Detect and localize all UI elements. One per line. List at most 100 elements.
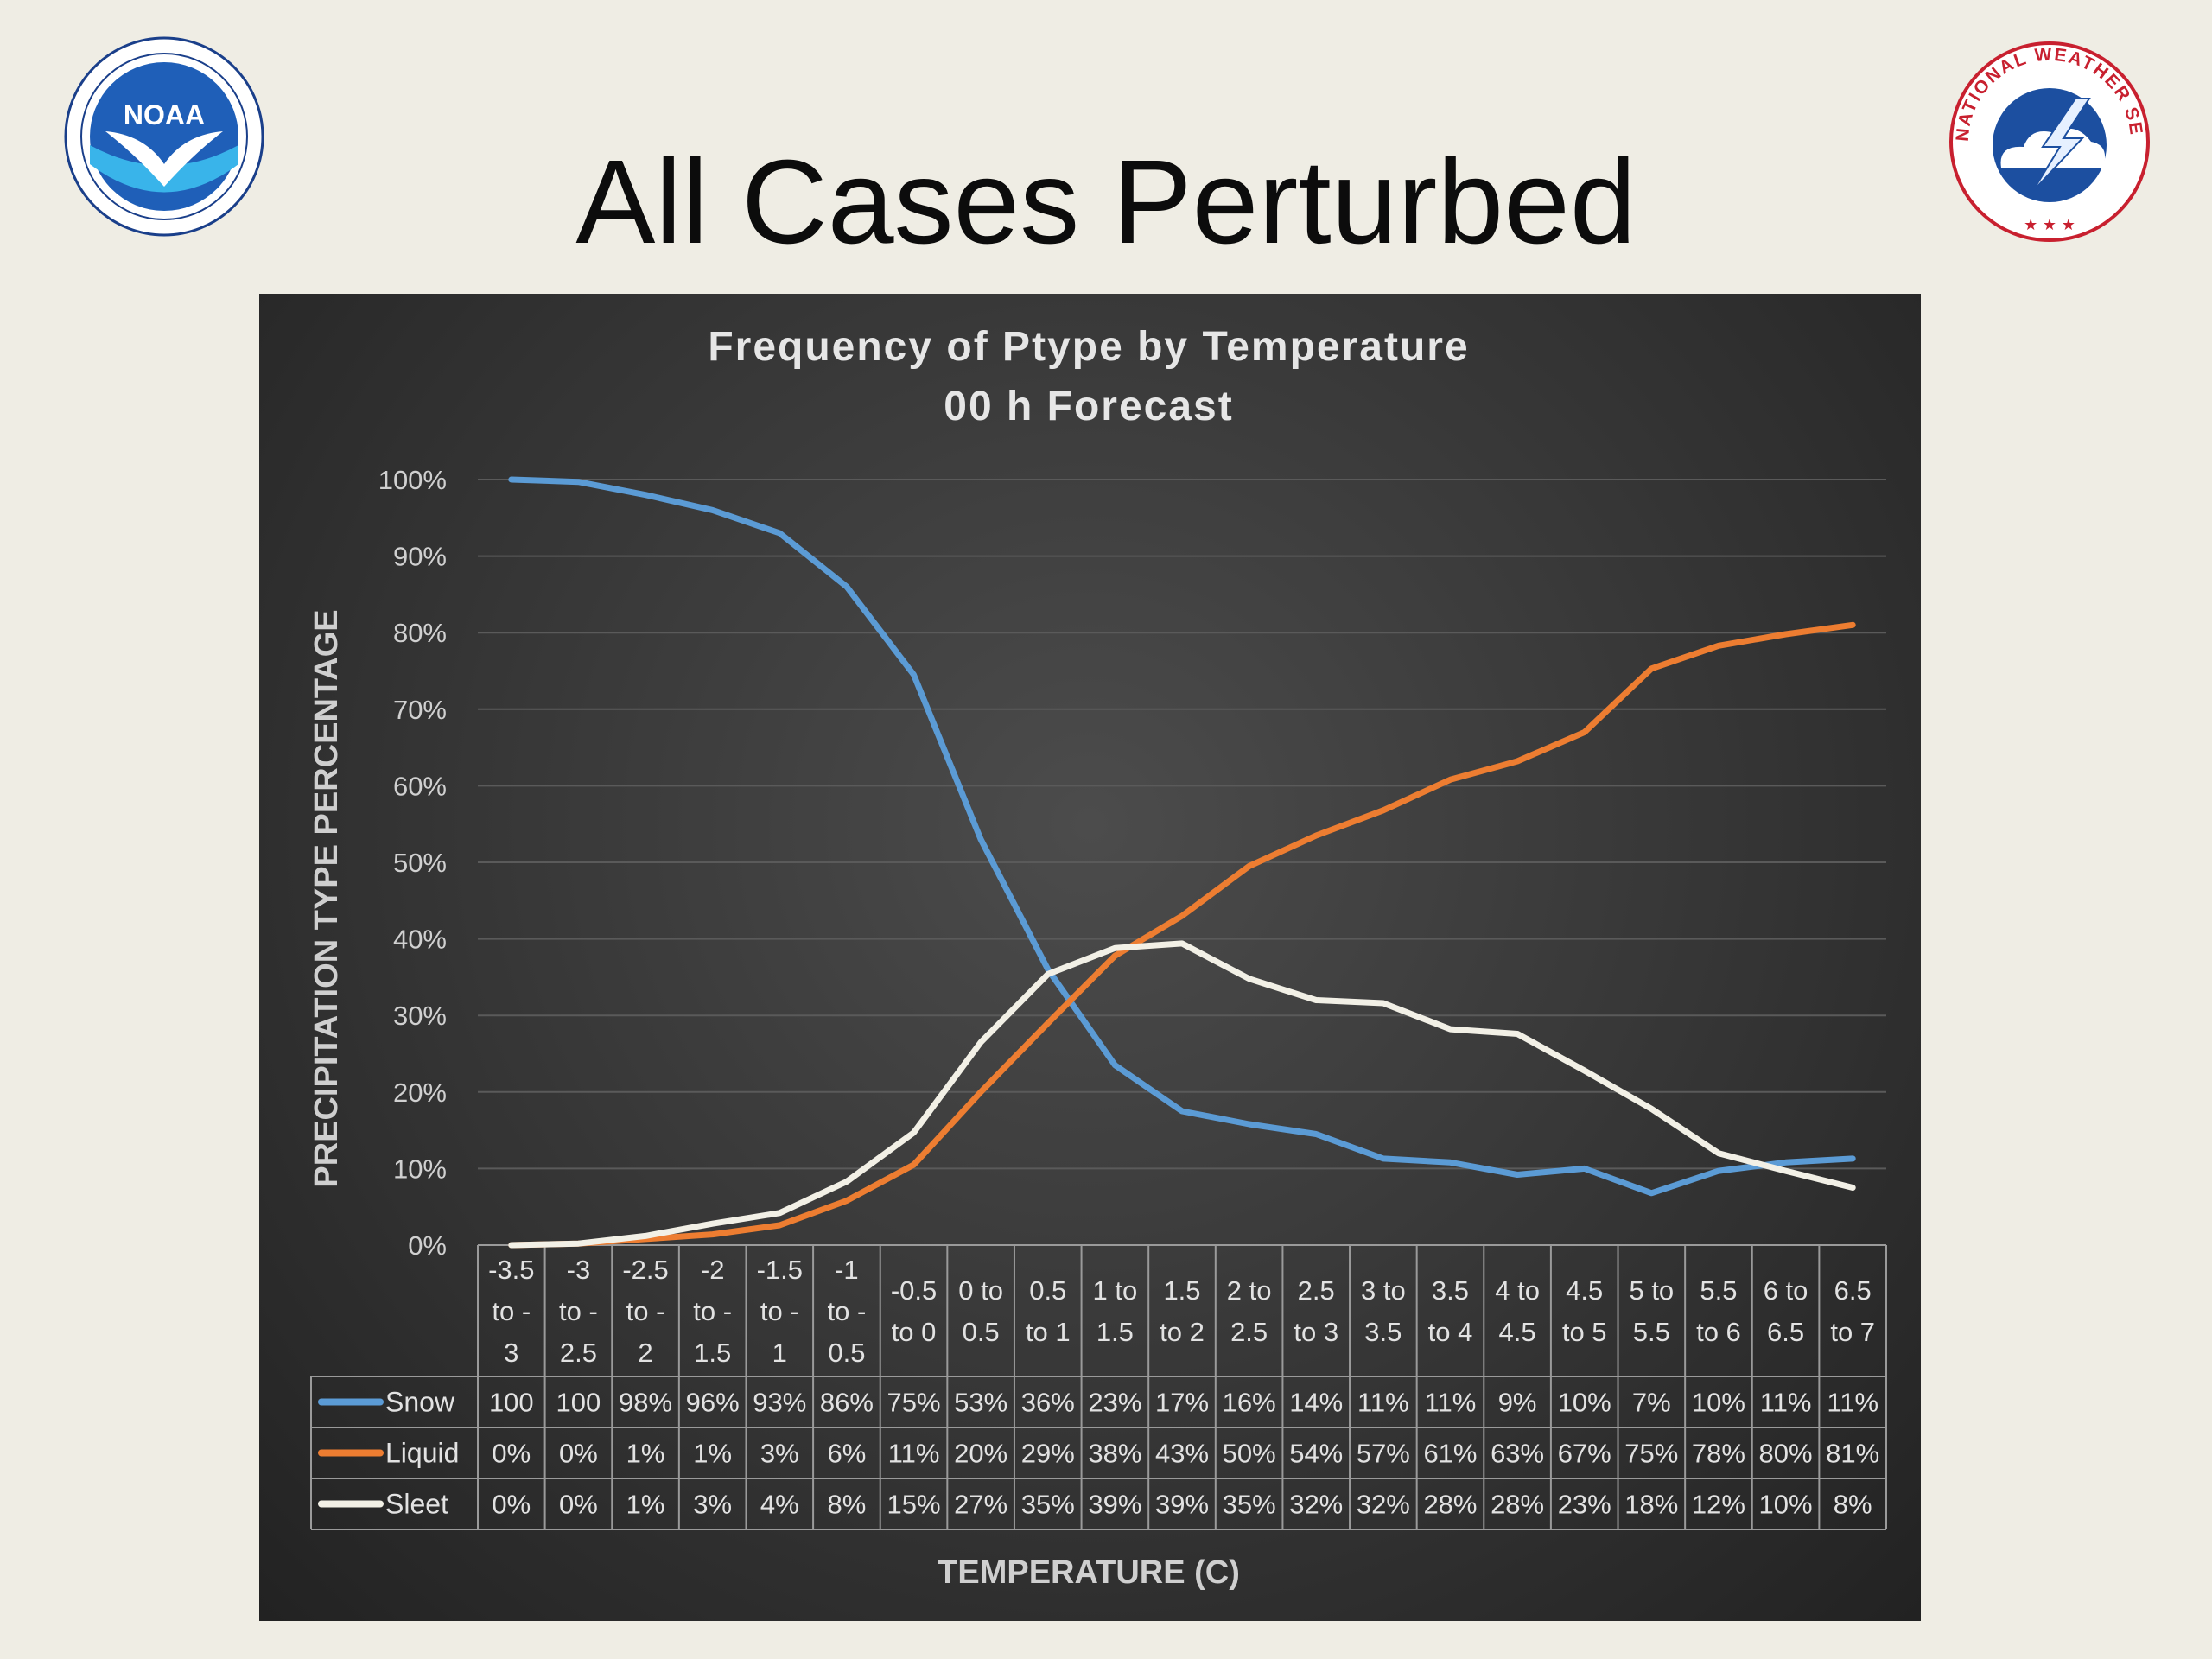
data-point <box>710 1221 715 1226</box>
data-point <box>1112 953 1117 958</box>
table-cell: 11% <box>888 1439 940 1469</box>
table-cell: 18% <box>1624 1490 1678 1520</box>
table-cell: 6% <box>827 1439 866 1469</box>
data-point <box>777 1211 782 1216</box>
data-point <box>1649 666 1654 671</box>
x-category-label: 2.5 <box>1298 1275 1335 1306</box>
table-cell: 0% <box>492 1490 531 1520</box>
noaa-logo: NOAA <box>64 36 264 237</box>
data-point <box>844 1198 849 1204</box>
x-category-label: 3.5 <box>1364 1317 1402 1347</box>
series-line-snow <box>508 476 1856 1197</box>
table-cell: 1% <box>626 1490 665 1520</box>
series-line-sleet <box>508 940 1856 1249</box>
x-category-label: to 3 <box>1294 1317 1338 1347</box>
table-cell: 57% <box>1357 1439 1410 1469</box>
data-point <box>1649 1191 1654 1196</box>
table-cell: 10% <box>1558 1388 1611 1418</box>
table-cell: 8% <box>827 1490 866 1520</box>
table-cell: 10% <box>1759 1490 1813 1520</box>
data-point <box>1381 808 1386 813</box>
legend-label: Liquid <box>385 1438 459 1469</box>
x-category-label: 5.5 <box>1633 1317 1670 1347</box>
y-tick-label: 10% <box>393 1154 447 1184</box>
table-cell: 38% <box>1088 1439 1141 1469</box>
data-point <box>1247 976 1252 982</box>
legend-label: Snow <box>385 1387 455 1418</box>
x-category-label: -1 <box>835 1255 859 1285</box>
x-category-label: to 0 <box>892 1317 937 1347</box>
data-point <box>1381 1156 1386 1161</box>
table-cell: 86% <box>820 1388 874 1418</box>
data-point <box>509 1243 514 1248</box>
x-category-label: 1.5 <box>1163 1275 1200 1306</box>
table-cell: 39% <box>1155 1490 1209 1520</box>
x-category-label: 0.5 <box>828 1338 865 1368</box>
table-cell: 16% <box>1223 1388 1276 1418</box>
table-cell: 27% <box>954 1490 1007 1520</box>
table-cell: 98% <box>619 1388 672 1418</box>
table-cell: 93% <box>753 1388 806 1418</box>
table-cell: 28% <box>1423 1490 1477 1520</box>
data-point <box>710 1232 715 1237</box>
table-cell: 0% <box>559 1490 598 1520</box>
x-category-label: 6.5 <box>1834 1275 1872 1306</box>
data-point <box>1313 833 1319 838</box>
data-point <box>1515 1172 1520 1177</box>
x-category-label: 3 <box>504 1338 518 1368</box>
table-cell: 20% <box>954 1439 1007 1469</box>
x-category-label: 0 to <box>958 1275 1003 1306</box>
x-category-label: to - <box>760 1296 799 1326</box>
nws-stars: ★ ★ ★ <box>2024 216 2075 234</box>
nws-lightning-icon <box>2031 98 2091 193</box>
table-cell: 80% <box>1759 1439 1813 1469</box>
x-category-label: 1 <box>772 1338 787 1368</box>
table-cell: 28% <box>1491 1490 1544 1520</box>
table-cell: 32% <box>1357 1490 1410 1520</box>
x-category-label: 6 to <box>1764 1275 1808 1306</box>
grid-lines <box>478 479 1886 1170</box>
table-cell: 75% <box>1624 1439 1678 1469</box>
x-category-label: -3 <box>567 1255 591 1285</box>
data-point <box>844 584 849 589</box>
data-point <box>912 1162 917 1167</box>
data-point <box>1515 759 1520 764</box>
y-tick-label: 90% <box>393 542 447 572</box>
chart-subtitle: 00 h Forecast <box>944 384 1233 429</box>
y-tick-label: 100% <box>378 465 447 495</box>
data-point <box>978 836 983 842</box>
y-tick-label: 60% <box>393 771 447 801</box>
data-point <box>1716 1168 1721 1173</box>
x-category-label: 0.5 <box>963 1317 1000 1347</box>
y-tick-label: 30% <box>393 1001 447 1031</box>
data-point <box>1247 863 1252 868</box>
table-cell: 35% <box>1223 1490 1276 1520</box>
y-tick-label: 80% <box>393 618 447 648</box>
table-cell: 75% <box>887 1388 941 1418</box>
table-cell: 53% <box>954 1388 1007 1418</box>
x-axis-label: TEMPERATURE (C) <box>938 1554 1240 1591</box>
table-cell: 1% <box>693 1439 732 1469</box>
data-point <box>1313 1132 1319 1137</box>
data-point <box>1112 1063 1117 1068</box>
x-category-label: -0.5 <box>891 1275 937 1306</box>
noaa-inner-ring <box>80 53 248 220</box>
table-cell: 15% <box>887 1490 941 1520</box>
x-category-label: -3.5 <box>488 1255 534 1285</box>
table-cell: 0% <box>492 1439 531 1469</box>
table-cell: 50% <box>1223 1439 1276 1469</box>
series-line-liquid <box>508 621 1856 1249</box>
table-cell: 3% <box>760 1439 799 1469</box>
table-cell: 23% <box>1088 1388 1141 1418</box>
x-category-label: 6.5 <box>1767 1317 1804 1347</box>
table-cell: 36% <box>1021 1388 1075 1418</box>
legend-label: Sleet <box>385 1489 448 1520</box>
data-point <box>1247 1122 1252 1127</box>
y-tick-labels: 0% 10% 20% 30% 40% 50% 60% 70% 80% 90% 100% <box>378 465 447 1261</box>
table-cell: 11% <box>1357 1388 1409 1418</box>
x-category-label: 2.5 <box>560 1338 597 1368</box>
table-cell: 3% <box>693 1490 732 1520</box>
data-point <box>1179 1109 1185 1114</box>
data-point <box>509 477 514 482</box>
x-category-label: -1.5 <box>757 1255 803 1285</box>
